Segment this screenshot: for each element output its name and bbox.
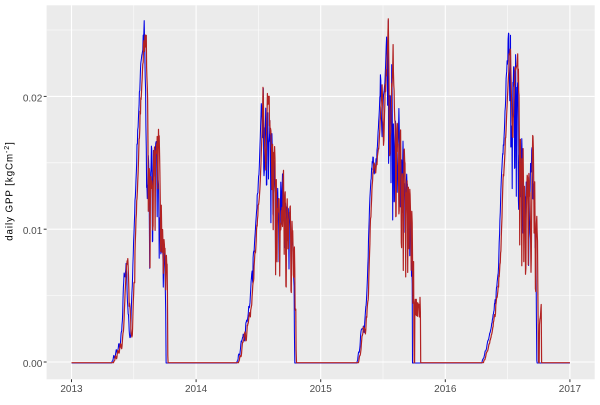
- svg-text:2016: 2016: [434, 384, 457, 395]
- svg-text:2015: 2015: [310, 384, 333, 395]
- svg-text:0.00: 0.00: [23, 359, 43, 370]
- svg-text:2013: 2013: [60, 384, 83, 395]
- svg-text:2017: 2017: [559, 384, 582, 395]
- svg-text:0.01: 0.01: [23, 226, 43, 237]
- svg-text:0.02: 0.02: [23, 93, 43, 104]
- svg-text:2014: 2014: [185, 384, 208, 395]
- svg-text:daily GPP [kgCm-2]: daily GPP [kgCm-2]: [4, 141, 16, 241]
